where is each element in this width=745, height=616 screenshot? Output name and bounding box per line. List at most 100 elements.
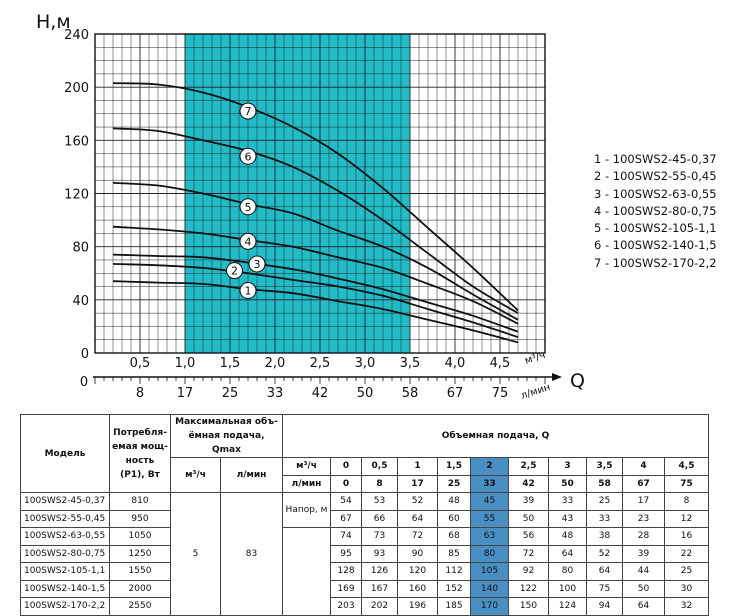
power-value: 2000 — [109, 579, 171, 598]
legend-item: 7 - 100SWS2-170-2,2 — [594, 255, 717, 270]
model-name: 100SWS2-170-2,2 — [20, 597, 110, 616]
curve-6 — [112, 127, 519, 314]
head-value: 64 — [586, 562, 623, 581]
head-value: 74 — [330, 527, 362, 546]
model-name: 100SWS2-55-0,45 — [20, 509, 110, 528]
head-value: 22 — [664, 544, 709, 563]
head-value: 67 — [330, 509, 362, 528]
y-tick-label: 160 — [64, 134, 89, 149]
y-tick-label: 200 — [64, 81, 89, 96]
curve-marker-label: 3 — [254, 258, 261, 271]
x-tick-label-lmin: 58 — [402, 386, 419, 401]
head-value: 100 — [548, 579, 587, 598]
x-tick-labels-m3h: 0,5 1,0 1,5 2,0 2,5 3,0 3,5 4,0 4,5 — [130, 356, 511, 371]
head-value: 25 — [586, 492, 623, 511]
head-value: 48 — [548, 527, 587, 546]
x-axis-lmin: 8 17 25 33 42 50 58 67 75 — [93, 373, 562, 401]
flow-m3h-value: 2 — [470, 457, 509, 476]
power-value: 1250 — [109, 544, 171, 563]
power-value: 1050 — [109, 527, 171, 546]
x-tick-label-m3h: 3,0 — [355, 356, 376, 371]
head-value: 52 — [586, 544, 623, 563]
head-value: 56 — [508, 527, 549, 546]
head-value: 33 — [586, 509, 623, 528]
header-flow-unit-lmin: л/мин — [282, 474, 331, 493]
head-value: 45 — [470, 492, 509, 511]
head-value: 39 — [622, 544, 665, 563]
head-value: 124 — [548, 597, 587, 616]
head-value: 64 — [397, 509, 438, 528]
head-value: 52 — [397, 492, 438, 511]
head-value: 126 — [361, 562, 398, 581]
legend-item: 3 - 100SWS2-63-0,55 — [594, 186, 717, 201]
flow-m3h-value: 4,5 — [664, 457, 709, 476]
curve-marker-6 — [239, 147, 257, 165]
plot-frame — [94, 33, 546, 354]
x-tick-label-lmin: 50 — [357, 386, 374, 401]
model-name: 100SWS2-80-0,75 — [20, 544, 110, 563]
curve-5 — [112, 182, 519, 321]
qmax-m3h: 5 — [170, 492, 221, 616]
head-label-blank — [282, 527, 331, 616]
head-value: 128 — [330, 562, 362, 581]
header-max-flow: Максимальная объ-ёмная подача, Qmax — [170, 414, 283, 458]
axis-arrow — [552, 373, 562, 381]
flow-m3h-value: 1 — [397, 457, 438, 476]
head-value: 30 — [664, 579, 709, 598]
power-value: 1550 — [109, 562, 171, 581]
x-tick-label-m3h: 4,0 — [445, 356, 466, 371]
x-tick-label-m3h: 1,5 — [220, 356, 241, 371]
unit-lmin: л/мин — [520, 382, 552, 402]
head-value: 12 — [664, 509, 709, 528]
head-value: 66 — [361, 509, 398, 528]
x-tick-label-lmin: 33 — [267, 386, 284, 401]
head-value: 50 — [508, 509, 549, 528]
legend-item: 6 - 100SWS2-140-1,5 — [594, 238, 717, 253]
flow-lmin-value: 50 — [548, 474, 587, 493]
x-tick-label-m3h: 2,0 — [265, 356, 286, 371]
curve-marker-4 — [239, 232, 257, 250]
y-tick-label: 40 — [72, 294, 89, 309]
curve-2 — [112, 263, 519, 338]
head-value: 25 — [664, 562, 709, 581]
flow-lmin-value: 8 — [361, 474, 398, 493]
flow-m3h-value: 1,5 — [437, 457, 471, 476]
head-value: 50 — [622, 579, 665, 598]
head-value: 64 — [548, 544, 587, 563]
qmax-lmin: 83 — [220, 492, 283, 616]
header-flow: Объемная подача, Q — [282, 414, 709, 458]
curve-3 — [112, 253, 519, 333]
power-value: 2550 — [109, 597, 171, 616]
head-value: 94 — [586, 597, 623, 616]
head-value: 39 — [508, 492, 549, 511]
flow-lmin-value: 0 — [330, 474, 362, 493]
x-tick-label-lmin: 42 — [312, 386, 329, 401]
table-row: 100SWS2-170-2,2 2550 203 202 196 185 170 150 124… — [20, 597, 709, 616]
header-model: Модель — [20, 414, 110, 493]
y-tick-label: 80 — [72, 241, 89, 256]
head-value: 202 — [361, 597, 398, 616]
head-value: 73 — [361, 527, 398, 546]
y-tick-label: 120 — [64, 188, 89, 203]
head-value: 152 — [437, 579, 471, 598]
legend-item: 2 - 100SWS2-55-0,45 — [594, 169, 717, 184]
curve-marker-5 — [239, 198, 257, 216]
head-value: 75 — [586, 579, 623, 598]
head-value: 64 — [622, 597, 665, 616]
x-tick-label-m3h: 3,5 — [400, 356, 421, 371]
head-label: Напор, м — [282, 492, 331, 528]
chart-legend: 1 - 100SWS2-45-0,37 2 - 100SWS2-55-0,45 3 … — [594, 151, 717, 272]
flow-m3h-value: 3 — [548, 457, 587, 476]
header-qmax-m3h: м³/ч — [170, 457, 221, 493]
head-value: 170 — [470, 597, 509, 616]
head-value: 92 — [508, 562, 549, 581]
head-value: 95 — [330, 544, 362, 563]
x-tick-label-m3h: 2,5 — [310, 356, 331, 371]
curve-4 — [112, 225, 519, 325]
y-axis-label: Н,м — [36, 11, 71, 33]
performance-table: Модель Потребля-емая мощ-ность (P1), Вт Ма… — [20, 414, 709, 616]
flow-lmin-value: 25 — [437, 474, 471, 493]
y-tick-labels: 0 40 80 120 160 200 240 — [64, 28, 89, 362]
